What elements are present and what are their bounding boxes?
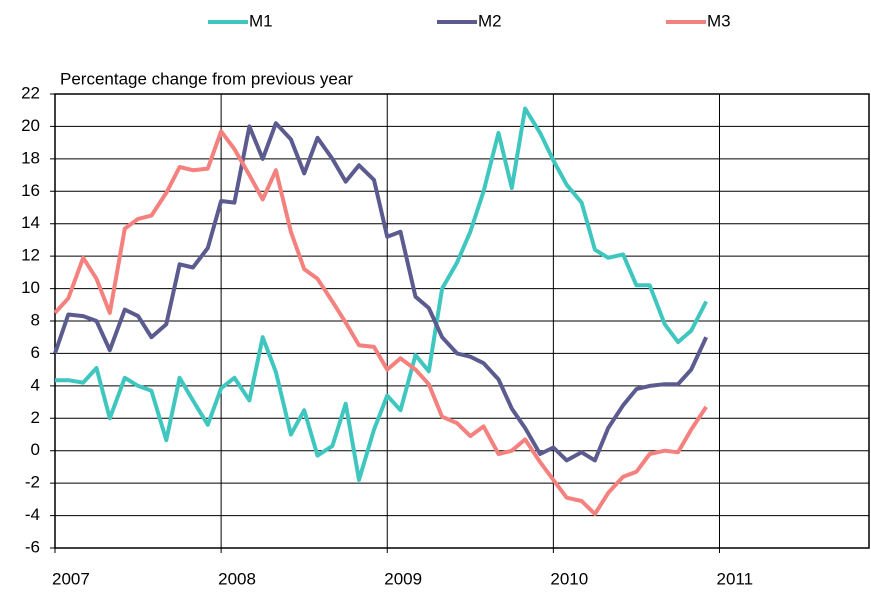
- y-tick-label: -6: [25, 537, 40, 556]
- series-line: [55, 106, 708, 482]
- y-tick-label: 4: [31, 375, 40, 394]
- y-tick-label: -4: [25, 505, 40, 524]
- y-tick-label: 16: [21, 181, 40, 200]
- y-tick-label: 20: [21, 116, 40, 135]
- x-tick-label: 2008: [218, 569, 256, 588]
- x-tick-label: 2007: [52, 569, 90, 588]
- y-tick-label: 8: [31, 310, 40, 329]
- x-tick-label: 2010: [550, 569, 588, 588]
- legend-label: M2: [478, 11, 502, 30]
- series-line: [53, 121, 709, 463]
- legend-label: M3: [707, 11, 731, 30]
- y-tick-label: 18: [21, 148, 40, 167]
- x-tick-label: 2011: [716, 569, 753, 588]
- y-tick-label: 22: [21, 83, 40, 102]
- y-tick-label: 6: [31, 343, 40, 362]
- legend-label: M1: [249, 11, 273, 30]
- series-line: [53, 129, 708, 516]
- y-tick-label: 12: [21, 246, 40, 265]
- y-tick-label: -2: [25, 473, 40, 492]
- y-tick-label: 14: [21, 213, 40, 232]
- y-axis-label: Percentage change from previous year: [60, 69, 353, 88]
- y-tick-label: 0: [31, 440, 40, 459]
- x-tick-label: 2009: [384, 569, 422, 588]
- plot-frame: [54, 93, 870, 549]
- y-tick-label: 2: [31, 408, 40, 427]
- y-tick-label: 10: [21, 278, 40, 297]
